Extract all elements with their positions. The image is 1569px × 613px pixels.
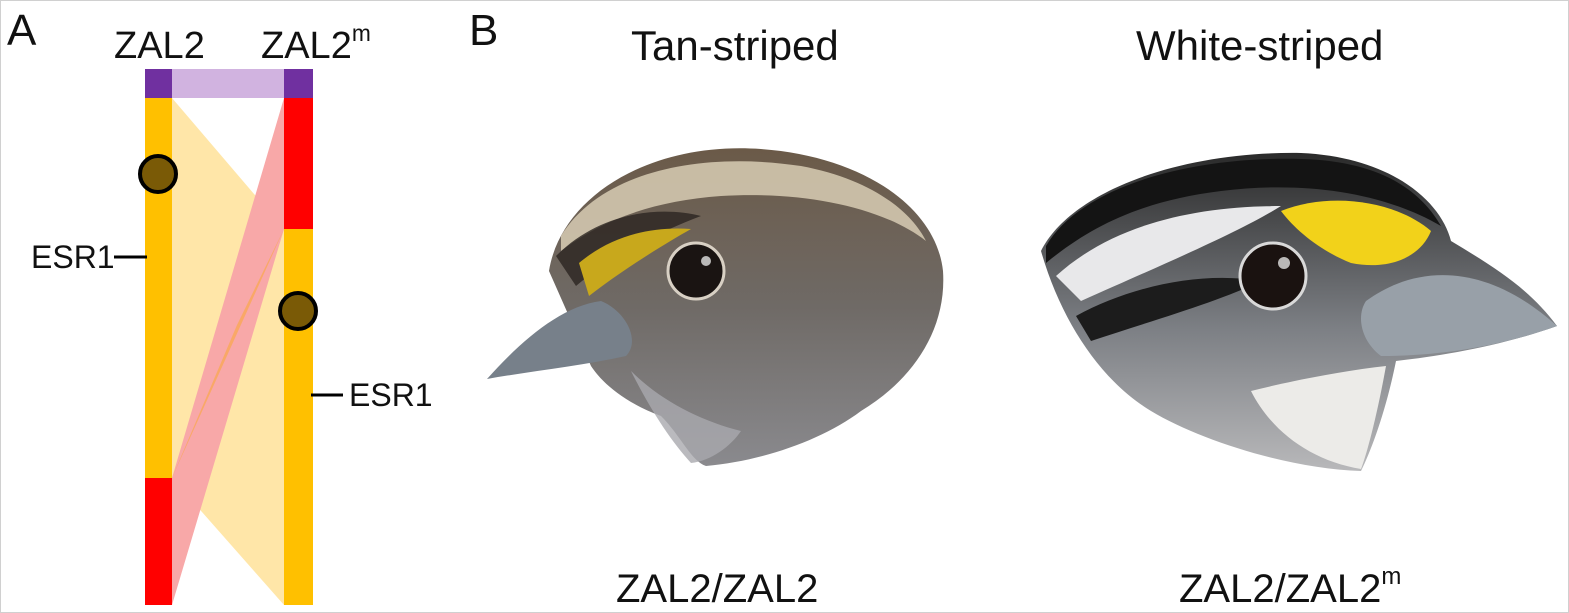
purple-homology-band xyxy=(172,69,284,98)
overlap-band xyxy=(172,229,284,478)
tan-beak xyxy=(487,301,632,379)
white-yellow-lore xyxy=(1281,200,1431,266)
white-throat xyxy=(1251,366,1386,469)
tan-crown-stripe xyxy=(561,161,926,251)
chromosome-zal2m xyxy=(278,69,343,605)
white-eye-highlight xyxy=(1278,257,1290,269)
panel-a-letter: A xyxy=(7,6,37,55)
tan-eye xyxy=(666,241,726,301)
chromosome-label-zal2m: ZAL2m xyxy=(261,19,371,67)
tan-throat xyxy=(631,371,741,463)
chromosome-label-zal2: ZAL2 xyxy=(114,25,205,67)
white-striped-genotype: ZAL2/ZAL2m xyxy=(1179,563,1402,611)
white-crown-black xyxy=(1046,158,1441,263)
white-eye-stripe xyxy=(1076,277,1261,341)
white-striped-title: White-striped xyxy=(1136,22,1384,69)
tan-yellow-lore xyxy=(579,228,691,296)
white-supercilium xyxy=(1056,206,1281,301)
zal2m-red-segment xyxy=(284,98,313,229)
zal2m-purple-segment xyxy=(284,69,313,98)
white-striped-bird-head xyxy=(1041,152,1557,471)
zal2-centromere xyxy=(138,154,178,194)
white-beak xyxy=(1361,275,1557,356)
panel-b-letter: B xyxy=(469,6,499,55)
tan-striped-genotype: ZAL2/ZAL2 xyxy=(616,567,819,611)
tan-eye-highlight xyxy=(701,256,711,266)
tan-striped-title: Tan-striped xyxy=(631,22,839,69)
esr1-label-left: ESR1 xyxy=(31,239,115,275)
esr1-label-right: ESR1 xyxy=(349,377,433,413)
white-eye xyxy=(1238,241,1308,311)
zal2-purple-segment xyxy=(145,69,172,98)
zal2m-centromere xyxy=(278,291,318,331)
tan-striped-bird-head xyxy=(487,148,944,466)
zal2-red-segment xyxy=(145,478,172,605)
chromosome-zal2 xyxy=(114,69,178,605)
chromosome-diagram xyxy=(114,69,343,605)
